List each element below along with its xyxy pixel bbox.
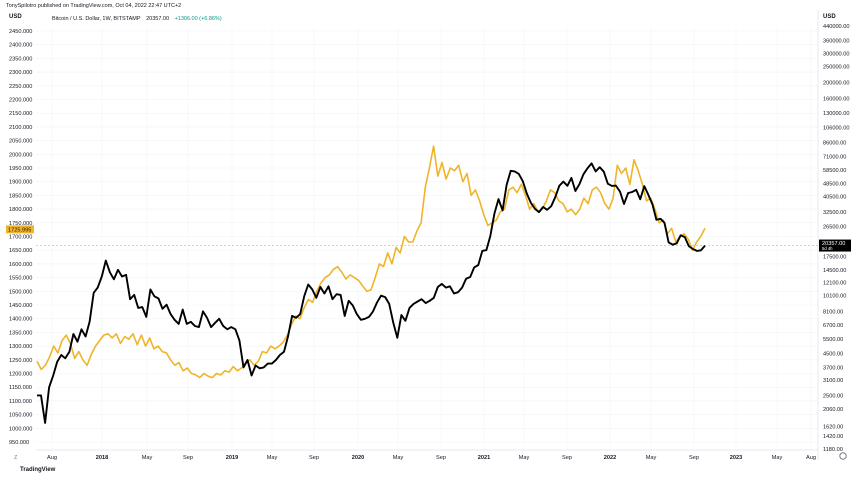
left-axis-tick-label: 1850.000 xyxy=(9,193,32,199)
x-axis-tick-label: Aug xyxy=(806,455,816,461)
publisher-line: TonySpilotro published on TradingView.co… xyxy=(6,3,182,9)
left-axis-tick-label: 1000.000 xyxy=(9,426,32,432)
left-axis-tick-label: 2450.000 xyxy=(9,29,32,35)
left-axis-tick-label: 2150.000 xyxy=(9,111,32,117)
right-axis-tick-label: 40500.00 xyxy=(823,194,846,200)
left-axis-tick-label: 1650.000 xyxy=(9,248,32,254)
left-currency-label: USD xyxy=(9,14,22,20)
x-axis-tick-label: Sep xyxy=(309,455,319,461)
right-axis-tick-label: 360000.00 xyxy=(823,38,849,44)
right-axis-tick-label: 6700.00 xyxy=(823,323,843,329)
right-axis-tick-label: 12100.00 xyxy=(823,281,846,287)
right-axis-tick-label: 17500.00 xyxy=(823,254,846,260)
left-axis-tick-label: 1450.000 xyxy=(9,303,32,309)
tradingview-logo: TradingView xyxy=(20,467,56,473)
right-last-value-countdown: 5d 4h xyxy=(822,246,833,251)
right-axis-tick-label: 26500.00 xyxy=(823,225,846,231)
legend-symbol: Bitcoin / U.S. Dollar, 1W, BITSTAMP xyxy=(52,16,141,22)
right-axis-tick-label: 200000.00 xyxy=(823,80,849,86)
x-axis-tick-label: Aug xyxy=(47,455,57,461)
left-axis-tick-label: 1350.000 xyxy=(9,330,32,336)
x-axis-tick-label: May xyxy=(772,455,783,461)
right-last-value-text: 20357.00 xyxy=(822,241,845,247)
left-axis-tick-label: 2300.000 xyxy=(9,70,32,76)
right-axis-tick-label: 1620.00 xyxy=(823,424,843,430)
x-axis-tick-label: 2020 xyxy=(352,455,364,461)
left-axis-tick-label: 1100.000 xyxy=(9,399,32,405)
x-axis-tick-label: May xyxy=(646,455,657,461)
x-axis-tick-label: Sep xyxy=(436,455,446,461)
right-axis-tick-label: 160000.00 xyxy=(823,96,849,102)
right-axis-tick-label: 1180.00 xyxy=(823,447,843,453)
x-axis-tick-label: May xyxy=(267,455,278,461)
right-axis-tick-label: 2060.00 xyxy=(823,407,843,413)
x-axis-tick-label: 2019 xyxy=(226,455,238,461)
right-axis-tick-label: 8100.00 xyxy=(823,309,843,315)
x-axis-tick-label: 2022 xyxy=(604,455,616,461)
left-axis-tick-label: 1400.000 xyxy=(9,317,32,323)
right-axis-tick-label: 130000.00 xyxy=(823,111,849,117)
left-axis-tick-label: 1750.000 xyxy=(9,221,32,227)
left-axis-tick-label: 950.000 xyxy=(9,440,29,446)
legend-change: +1306.00 (+6.86%) xyxy=(174,16,222,22)
left-axis-tick-label: 1150.000 xyxy=(9,385,32,391)
left-last-value-badge xyxy=(6,225,34,234)
left-axis-tick-label: 2350.000 xyxy=(9,56,32,62)
legend-last: 20357.00 xyxy=(146,16,170,22)
left-axis-tick-label: 1900.000 xyxy=(9,180,32,186)
left-last-value-text: 1725.995 xyxy=(8,227,31,233)
left-axis-tick-label: 1950.000 xyxy=(9,166,32,172)
right-axis-tick-label: 106000.00 xyxy=(823,126,849,132)
right-axis-tick-label: 5500.00 xyxy=(823,337,843,343)
right-axis-tick-label: 48500.00 xyxy=(823,182,846,188)
left-axis-tick-label: 1600.000 xyxy=(9,262,32,268)
right-axis-tick-label: 71000.00 xyxy=(823,154,846,160)
x-axis-tick-label: 2021 xyxy=(478,455,490,461)
right-axis-tick-label: 32500.00 xyxy=(823,210,846,216)
left-axis-tick-label: 1700.000 xyxy=(9,235,32,241)
right-axis-tick-label: 10100.00 xyxy=(823,294,846,300)
left-axis-tick-label: 2100.000 xyxy=(9,125,32,131)
right-axis-tick-label: 3100.00 xyxy=(823,378,843,384)
symbol-legend[interactable]: Bitcoin / U.S. Dollar, 1W, BITSTAMP 2035… xyxy=(52,16,226,22)
x-axis-tick-label: May xyxy=(393,455,404,461)
x-axis-tick-label: Sep xyxy=(562,455,572,461)
left-axis-tick-label: 2400.000 xyxy=(9,43,32,49)
left-axis-tick-label: 2250.000 xyxy=(9,84,32,90)
right-axis-tick-label: 86000.00 xyxy=(823,141,846,147)
right-axis-tick-label: 14500.00 xyxy=(823,268,846,274)
timezone-button[interactable]: Z xyxy=(14,455,18,461)
left-axis-tick-label: 2200.000 xyxy=(9,98,32,104)
left-axis-tick-label: 2050.000 xyxy=(9,139,32,145)
right-axis-tick-label: 1420.00 xyxy=(823,434,843,440)
right-axis-tick-label: 250000.00 xyxy=(823,64,849,70)
right-axis-tick-label: 300000.00 xyxy=(823,51,849,57)
right-axis-tick-label: 58500.00 xyxy=(823,168,846,174)
left-axis-tick-label: 1250.000 xyxy=(9,358,32,364)
x-axis-tick-label: 2023 xyxy=(730,455,742,461)
left-axis-tick-label: 1550.000 xyxy=(9,276,32,282)
right-currency-label: USD xyxy=(823,14,836,20)
left-axis-tick-label: 1050.000 xyxy=(9,413,32,419)
right-axis-tick-label: 2500.00 xyxy=(823,393,843,399)
right-axis-tick-label: 4500.00 xyxy=(823,351,843,357)
x-axis-tick-label: May xyxy=(142,455,153,461)
x-axis-tick-label: Sep xyxy=(689,455,699,461)
gold-price-line xyxy=(36,145,706,379)
right-axis-tick-label: 3700.00 xyxy=(823,365,843,371)
left-axis-tick-label: 1800.000 xyxy=(9,207,32,213)
x-axis-tick-label: Sep xyxy=(183,455,193,461)
right-last-value-badge xyxy=(819,239,851,252)
x-axis-tick-label: May xyxy=(519,455,530,461)
left-axis-tick-label: 1300.000 xyxy=(9,344,32,350)
bitcoin-price-line xyxy=(37,162,706,424)
gear-icon[interactable] xyxy=(839,452,847,460)
left-axis-tick-label: 2000.000 xyxy=(9,152,32,158)
left-axis-tick-label: 1500.000 xyxy=(9,289,32,295)
left-axis-tick-label: 1200.000 xyxy=(9,372,32,378)
right-axis-tick-label: 440000.00 xyxy=(823,24,849,30)
x-axis-tick-label: 2018 xyxy=(96,455,108,461)
